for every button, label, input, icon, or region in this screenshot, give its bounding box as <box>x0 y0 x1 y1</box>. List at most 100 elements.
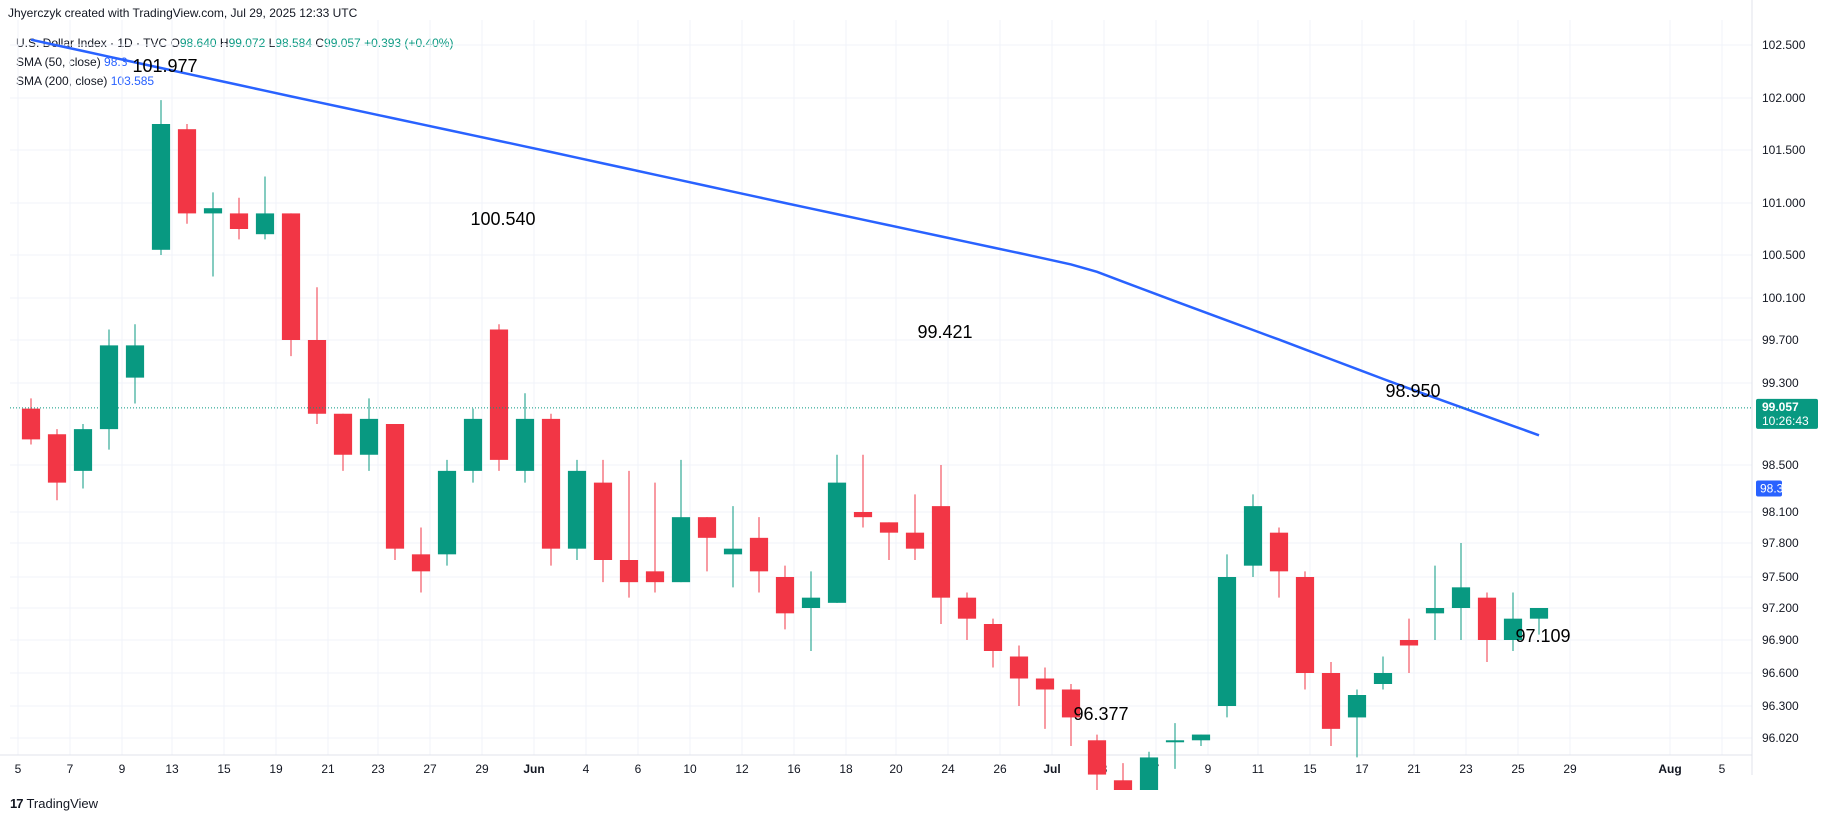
candle-body <box>1139 757 1159 790</box>
x-tick-label: 10 <box>683 762 697 776</box>
candle-body <box>1321 673 1341 729</box>
candle-body <box>671 517 691 583</box>
candle-body <box>437 470 457 555</box>
candle-body <box>775 577 795 614</box>
candle-body <box>411 554 431 572</box>
candle-body <box>1243 506 1263 566</box>
y-tick-label: 101.000 <box>1762 196 1806 210</box>
candle-body <box>203 208 223 214</box>
x-tick-label: 15 <box>1303 762 1317 776</box>
x-tick-label: 5 <box>1719 762 1726 776</box>
price-annotation: 96.377 <box>1073 704 1128 724</box>
sma-price-label: 98.3 <box>1760 482 1784 496</box>
candle-body <box>853 512 873 518</box>
open-value: 98.640 <box>179 36 217 50</box>
x-tick-label: 9 <box>1205 762 1212 776</box>
tradingview-logo-icon: 17 <box>10 796 24 811</box>
x-tick-label: 12 <box>735 762 749 776</box>
x-tick-label: 4 <box>583 762 590 776</box>
candle-body <box>281 213 301 340</box>
price-chart[interactable]: 102.500 102.000 101.500 101.000 100.500 100.1… <box>0 0 1835 790</box>
chart-credit: Jhyerczyk created with TradingView.com, … <box>8 6 358 20</box>
y-tick-label: 96.600 <box>1762 666 1799 680</box>
x-tick-label: Jul <box>1043 762 1060 776</box>
candle-body <box>1529 608 1549 619</box>
price-annotation: 99.421 <box>917 322 972 342</box>
y-tick-label: 98.100 <box>1762 505 1799 519</box>
y-tick-label: 102.500 <box>1762 38 1806 52</box>
x-tick-label: 6 <box>635 762 642 776</box>
x-tick-label: 25 <box>1511 762 1525 776</box>
x-tick-label: 21 <box>1407 762 1421 776</box>
x-tick-label: 18 <box>839 762 853 776</box>
price-annotation: 97.109 <box>1515 626 1570 646</box>
x-tick-label: 20 <box>889 762 903 776</box>
countdown-label: 10:26:43 <box>1762 414 1809 428</box>
sma50-line <box>30 38 1540 437</box>
x-tick-label: 9 <box>119 762 126 776</box>
y-tick-label: 97.800 <box>1762 536 1799 550</box>
candle-body <box>957 597 977 619</box>
x-tick-label: 16 <box>787 762 801 776</box>
y-tick-label: 100.100 <box>1762 291 1806 305</box>
candle-body <box>1477 597 1497 640</box>
candle-body <box>489 329 509 460</box>
candle-body <box>151 124 171 250</box>
x-tick-label: 5 <box>15 762 22 776</box>
close-label: C <box>315 36 325 50</box>
y-tick-label: 99.700 <box>1762 333 1799 347</box>
candle-body <box>515 418 535 471</box>
y-tick-label: 101.500 <box>1762 143 1806 157</box>
candle-body <box>125 345 145 378</box>
candle-body <box>47 434 67 483</box>
candle-body <box>645 571 665 583</box>
x-tick-label: 7 <box>67 762 74 776</box>
y-tick-label: 98.500 <box>1762 458 1799 472</box>
symbol-label: U.S. Dollar Index · 1D · TVC <box>16 36 168 50</box>
y-tick-label: 96.300 <box>1762 699 1799 713</box>
candle-body <box>229 213 249 229</box>
candle-body <box>307 340 327 414</box>
y-tick-label: 96.900 <box>1762 633 1799 647</box>
sma200-label: SMA (200, close) <box>16 74 108 88</box>
candle-body <box>1113 780 1133 790</box>
y-tick-label: 97.200 <box>1762 601 1799 615</box>
candle-body <box>73 429 93 471</box>
candle-body <box>1269 532 1289 572</box>
candle-body <box>1035 678 1055 690</box>
x-tick-label: 24 <box>941 762 955 776</box>
candle-body <box>385 424 405 549</box>
candle-body <box>567 470 587 549</box>
candle-body <box>463 418 483 471</box>
candle-body <box>1347 695 1367 718</box>
x-tick-label: 23 <box>1459 762 1473 776</box>
candle-body <box>333 413 353 455</box>
candle-body <box>21 408 41 440</box>
x-tick-label: Aug <box>1658 762 1681 776</box>
candle-body <box>1399 640 1419 646</box>
change-value: +0.393 (+0.40%) <box>364 36 454 50</box>
candle-body <box>801 597 821 608</box>
candle-body <box>749 537 769 572</box>
candle-body <box>1087 740 1107 775</box>
x-tick-label: 17 <box>1355 762 1369 776</box>
y-tick-label: 99.300 <box>1762 376 1799 390</box>
candle-body <box>593 482 613 560</box>
x-tick-label: 13 <box>165 762 179 776</box>
candle-body <box>1061 689 1081 718</box>
candle-body <box>1425 608 1445 614</box>
sma50-label: SMA (50, close) <box>16 55 101 69</box>
price-annotation: 100.540 <box>470 209 535 229</box>
tradingview-footer[interactable]: 17 TradingView <box>10 796 98 811</box>
candle-body <box>541 418 561 549</box>
low-label: L <box>268 36 276 50</box>
last-price-label: 99.057 <box>1762 400 1799 414</box>
sma-price-badge <box>1756 480 1782 497</box>
candle-body <box>905 532 925 549</box>
candle-body <box>723 548 743 555</box>
x-tick-label: 15 <box>217 762 231 776</box>
y-tick-label: 102.000 <box>1762 91 1806 105</box>
x-tick-label: 21 <box>321 762 335 776</box>
candle-body <box>1009 656 1029 679</box>
candle-body <box>1165 740 1185 743</box>
